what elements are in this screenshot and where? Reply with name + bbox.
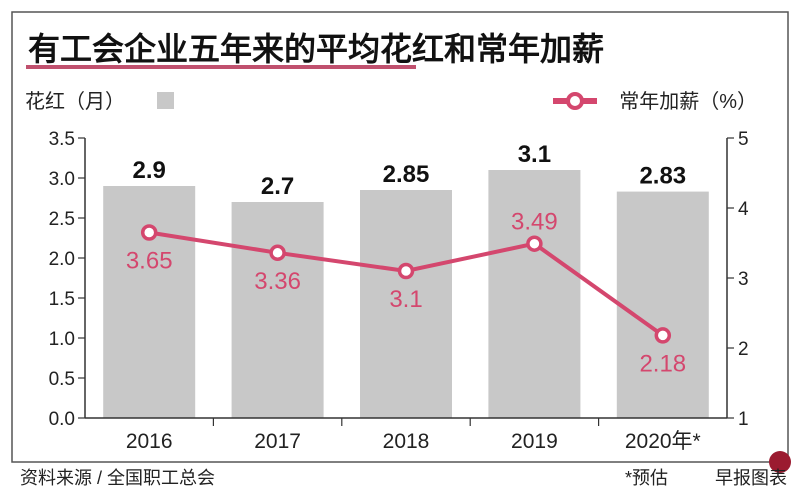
- bar: [616, 191, 709, 418]
- bar: [360, 190, 452, 418]
- line-value-label: 3.36: [254, 268, 301, 295]
- left-tick-label: 3.5: [49, 129, 75, 150]
- left-tick-label: 2.0: [49, 249, 75, 270]
- bar-value-label: 2.83: [639, 163, 686, 190]
- line-value-label: 3.1: [389, 286, 422, 313]
- credit-text: 早报图表: [715, 468, 787, 488]
- line-point: [269, 244, 286, 262]
- x-tick-label: 2019: [511, 430, 558, 453]
- line-point: [397, 262, 415, 280]
- left-tick-label: 1.5: [49, 289, 75, 310]
- left-tick-label: 1.0: [49, 329, 75, 350]
- bar-value-label: 2.85: [383, 161, 430, 188]
- zaobao-logo: [769, 451, 791, 473]
- right-tick-label: 4: [738, 199, 749, 220]
- left-tick-label: 2.5: [49, 209, 75, 230]
- right-tick-label: 5: [738, 129, 749, 150]
- legend-bar-swatch: [157, 92, 174, 109]
- right-tick-label: 3: [738, 269, 749, 290]
- line-value-label: 3.65: [126, 248, 173, 275]
- line-value-label: 3.49: [511, 209, 558, 236]
- bar-value-label: 2.7: [261, 173, 294, 200]
- bar-value-label: 2.9: [133, 157, 166, 184]
- line-point: [526, 235, 543, 252]
- x-tick-label: 2016: [126, 430, 173, 453]
- bar: [103, 186, 196, 418]
- chart-title: 有工会企业五年来的平均花红和常年加薪: [28, 31, 604, 67]
- left-tick-label: 3.0: [49, 169, 75, 190]
- bar: [488, 170, 581, 418]
- right-tick-label: 1: [738, 409, 749, 430]
- estimate-note: *预估: [625, 468, 668, 488]
- title-underline: [26, 65, 416, 69]
- left-tick-label: 0.5: [49, 369, 75, 390]
- line-value-label: 2.18: [639, 350, 686, 377]
- source-text: 资料来源 / 全国职工总会: [20, 468, 215, 488]
- left-tick-label: 0.0: [49, 409, 75, 430]
- legend-line-swatch: [553, 92, 597, 110]
- line-point: [654, 327, 672, 344]
- line-point: [140, 224, 158, 241]
- bar-value-label: 3.1: [518, 141, 551, 168]
- bar: [231, 202, 324, 418]
- x-tick-label: 2017: [254, 430, 301, 453]
- x-tick-label: 2018: [383, 430, 430, 453]
- x-tick-label: 2020年*: [625, 430, 701, 453]
- right-tick-label: 2: [738, 339, 749, 360]
- right-axis-label: 常年加薪（%）: [619, 90, 757, 113]
- left-axis-label: 花红（月）: [25, 90, 125, 113]
